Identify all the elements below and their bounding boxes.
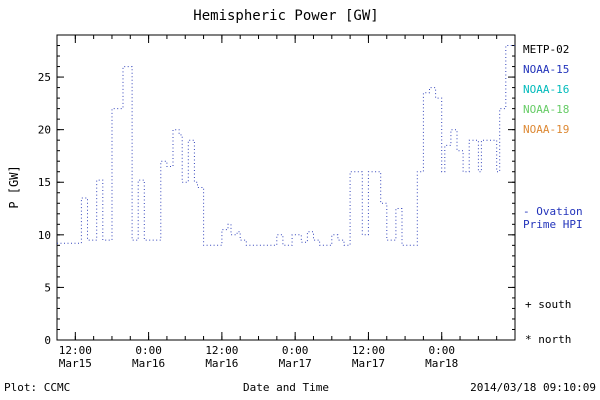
satellite-legend: METP-02 NOAA-15 NOAA-16 NOAA-18 NOAA-19 <box>523 40 599 140</box>
svg-text:10: 10 <box>38 229 51 242</box>
x-axis-label: Date and Time <box>242 381 330 394</box>
svg-text:15: 15 <box>38 176 51 189</box>
north-marker-label: north <box>538 333 572 346</box>
svg-text:Mar18: Mar18 <box>425 357 458 370</box>
south-marker-symbol-icon: + <box>525 298 532 311</box>
legend-item-noaa-18: NOAA-18 <box>523 103 570 116</box>
north-marker-legend: * north <box>525 333 571 346</box>
svg-text:20: 20 <box>38 124 51 137</box>
legend-item-metp-02: METP-02 <box>523 43 570 56</box>
ovation-series-note: - Ovation Prime HPI <box>523 205 583 231</box>
svg-text:25: 25 <box>38 71 51 84</box>
axis-ticks <box>56 34 516 341</box>
svg-text:0: 0 <box>44 334 51 347</box>
svg-text:5: 5 <box>44 281 51 294</box>
legend-item-noaa-15: NOAA-15 <box>523 63 570 76</box>
chart-title: Hemispheric Power [GW] <box>193 8 379 24</box>
svg-text:Mar17: Mar17 <box>352 357 385 370</box>
svg-text:0:00: 0:00 <box>282 344 309 357</box>
svg-text:Mar17: Mar17 <box>279 357 312 370</box>
plot-frame <box>56 34 516 341</box>
axis-tick-labels: 12:00Mar150:00Mar1612:00Mar160:00Mar1712… <box>38 71 459 370</box>
svg-text:0:00: 0:00 <box>135 344 162 357</box>
ovation-note-line2: Prime HPI <box>523 218 583 231</box>
south-marker-legend: + south <box>525 298 571 311</box>
svg-text:12:00: 12:00 <box>205 344 238 357</box>
svg-text:Mar15: Mar15 <box>59 357 92 370</box>
svg-text:0:00: 0:00 <box>428 344 455 357</box>
svg-text:12:00: 12:00 <box>59 344 92 357</box>
plot-source-label: Plot: CCMC <box>4 381 71 394</box>
legend-item-noaa-19: NOAA-19 <box>523 123 570 136</box>
svg-text:Mar16: Mar16 <box>205 357 238 370</box>
svg-text:12:00: 12:00 <box>352 344 385 357</box>
north-marker-symbol-icon: * <box>525 333 532 346</box>
south-marker-label: south <box>538 298 572 311</box>
svg-text:Mar16: Mar16 <box>132 357 165 370</box>
hpi-step-line <box>57 45 515 246</box>
ovation-note-line1: - Ovation <box>523 205 583 218</box>
legend-item-noaa-16: NOAA-16 <box>523 83 570 96</box>
plot-timestamp: 2014/03/18 09:10:09 <box>470 381 596 394</box>
